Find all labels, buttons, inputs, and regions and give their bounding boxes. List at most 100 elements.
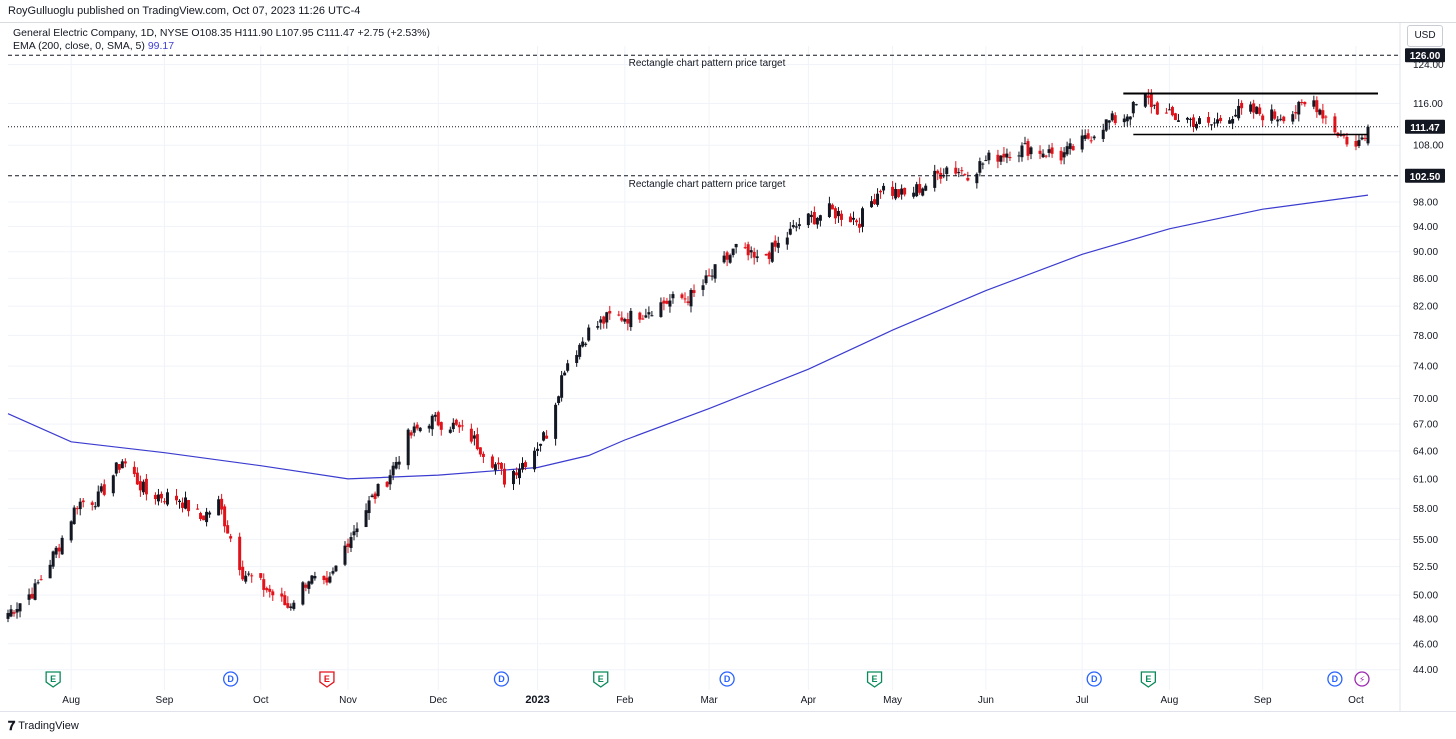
candle-body (557, 396, 561, 404)
publisher-line: RoyGulluoglu published on TradingView.co… (8, 5, 361, 17)
candle-body (680, 294, 684, 298)
candle-body (226, 525, 230, 534)
candle-body (900, 188, 904, 195)
price-target-caption: Rectangle chart pattern price target (629, 179, 786, 190)
candle-body (141, 481, 145, 493)
earnings-letter: E (598, 674, 604, 684)
ema-200-line (7, 194, 1369, 480)
currency-button[interactable]: USD (1407, 25, 1443, 47)
x-tick-label: Sep (156, 695, 174, 706)
candle-body (650, 315, 654, 317)
brand-label: TradingView (18, 720, 79, 732)
candle-body (710, 275, 714, 277)
candle-body (331, 571, 335, 574)
dividend-letter: D (498, 674, 505, 684)
candle-body (1080, 135, 1084, 150)
candle-body (587, 327, 591, 341)
candle-body (1303, 101, 1307, 105)
candle-body (827, 203, 831, 217)
candle-body (1291, 114, 1295, 122)
candle-body (1318, 109, 1322, 115)
indicator-legend[interactable]: EMA (200, close, 0, SMA, 5) 99.17 (13, 40, 174, 52)
candle-body (1185, 117, 1189, 120)
candle-body (1360, 137, 1364, 140)
candle-body (960, 170, 964, 172)
x-tick-label: Feb (616, 695, 634, 706)
candle-body (27, 594, 31, 600)
event-markers[interactable]: E D E D E D E D E D ⚡ (45, 671, 1370, 688)
dividend-marker-icon[interactable]: D (223, 671, 239, 687)
earnings-marker-icon[interactable]: E (319, 671, 335, 688)
price-target-lines[interactable]: Rectangle chart pattern price target 126.… (8, 48, 1445, 190)
price-axis[interactable]: 44.00 46.00 48.00 50.00 52.50 55.00 58.00 61.00… (1399, 22, 1444, 711)
candle-body (894, 188, 898, 199)
earnings-marker-icon[interactable]: E (45, 671, 61, 688)
candle-body (957, 172, 961, 174)
candle-body (478, 447, 482, 455)
candle-body (9, 609, 13, 617)
earnings-badge (866, 671, 883, 688)
rectangle-pattern[interactable] (1123, 92, 1378, 136)
candle-body (102, 484, 106, 495)
candle-body (1273, 111, 1277, 119)
candle-body (78, 501, 82, 510)
candle-body (963, 174, 967, 176)
candle-body (1194, 123, 1198, 129)
candle-body (521, 462, 525, 470)
candle-body (1261, 115, 1265, 121)
y-tick-label: 50.00 (1413, 591, 1438, 602)
candle-body (174, 495, 178, 501)
top-bar: RoyGulluoglu published on TradingView.co… (0, 0, 1456, 23)
footer-brand[interactable]: 𝟕 TradingView (8, 718, 79, 734)
candle-body (1231, 118, 1235, 124)
candle-body (412, 426, 416, 433)
candle-body (328, 576, 332, 583)
candle-body (93, 506, 97, 508)
candle-body (662, 300, 666, 304)
last-price-badge (1405, 119, 1445, 134)
dividend-marker-icon[interactable]: D (719, 671, 735, 687)
candle-body (830, 204, 834, 210)
candle-body (620, 317, 624, 321)
candle-body (1342, 135, 1346, 137)
candle-body (647, 312, 651, 315)
tradingview-logo-icon: 𝟕 (8, 718, 15, 733)
candle-body (797, 224, 801, 227)
earnings-marker-icon[interactable]: E (593, 671, 609, 688)
candle-body (123, 461, 127, 464)
indicator-value: 99.17 (147, 40, 175, 52)
dividend-marker-icon[interactable]: D (1086, 671, 1102, 687)
candle-body (1101, 129, 1105, 139)
candle-body (686, 301, 690, 303)
time-axis[interactable]: Aug Sep Oct Nov Dec 2023 Feb Mar Apr May Jun Jul Aug… (62, 694, 1364, 706)
dividend-badge (1086, 671, 1102, 687)
split-marker-icon[interactable]: ⚡ (1354, 671, 1370, 687)
candle-body (659, 302, 663, 317)
candle-body (394, 462, 398, 469)
x-tick-label: Dec (429, 695, 447, 706)
candle-body (1164, 112, 1168, 114)
dividend-marker-icon[interactable]: D (1327, 671, 1343, 687)
dividend-marker-icon[interactable]: D (493, 671, 510, 687)
symbol-legend[interactable]: General Electric Company, 1D, NYSE O108.… (13, 27, 430, 39)
candle-body (325, 577, 329, 583)
candle-body (996, 154, 1000, 162)
candle-body (794, 226, 798, 228)
earnings-marker-icon[interactable]: E (1140, 671, 1156, 688)
candle-body (229, 536, 233, 539)
candle-body (533, 450, 537, 470)
candle-body (439, 422, 443, 430)
candle-body (514, 472, 518, 476)
candle-body (138, 481, 142, 491)
candle-body (1059, 150, 1063, 161)
candle-body (72, 507, 76, 525)
earnings-marker-icon[interactable]: E (866, 671, 883, 688)
candle-body (1167, 109, 1171, 111)
candle-body (809, 214, 813, 218)
candle-body (542, 432, 546, 441)
candle-body (1026, 141, 1030, 156)
candle-body (713, 264, 717, 279)
candle-body (376, 483, 380, 496)
